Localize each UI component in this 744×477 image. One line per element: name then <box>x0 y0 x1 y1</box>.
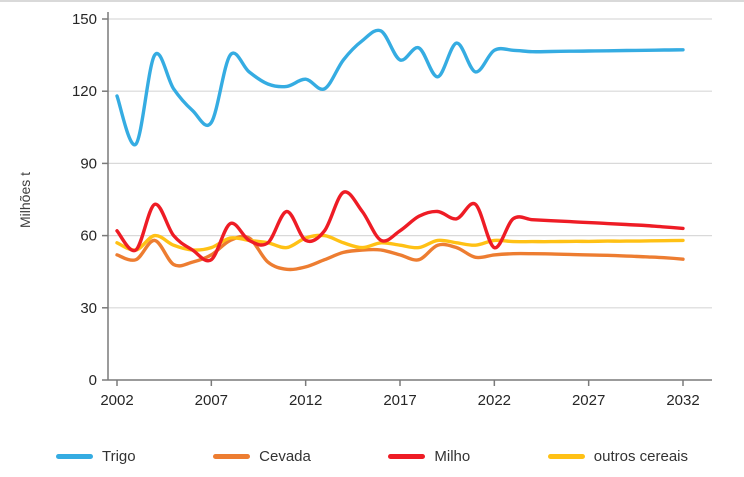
legend-label-outros-cereais: outros cereais <box>593 448 688 465</box>
legend-swatch-milho <box>388 454 426 459</box>
y-tick-label-150: 150 <box>72 11 97 28</box>
y-tick-label-30: 30 <box>80 300 97 317</box>
y-tick-label-0: 0 <box>89 372 97 389</box>
series-line-trigo <box>115 28 685 147</box>
legend-item-milho: Milho <box>388 448 470 465</box>
x-tick-label-2027: 2027 <box>572 392 605 409</box>
y-tick-label-90: 90 <box>80 155 97 172</box>
x-tick-label-2002: 2002 <box>100 392 133 409</box>
x-tick-label-2007: 2007 <box>195 392 228 409</box>
legend-swatch-trigo <box>56 454 93 459</box>
y-axis-title: Milhões t <box>17 172 33 228</box>
x-tick-label-2012: 2012 <box>289 392 322 409</box>
series-line-cevada <box>115 234 685 272</box>
legend-item-cevada: Cevada <box>213 448 311 465</box>
y-tick-label-60: 60 <box>80 228 97 245</box>
legend-swatch-cevada <box>213 454 251 459</box>
y-tick-label-120: 120 <box>72 83 97 100</box>
legend-label-milho: Milho <box>434 448 471 465</box>
line-chart-canvas: Milhões t 0 30 60 90 120 150 2002 2007 2012 2017 2… <box>17 11 712 409</box>
x-tick-label-2032: 2032 <box>666 392 699 409</box>
legend-item-trigo: Trigo <box>56 448 136 465</box>
x-tick-label-2017: 2017 <box>383 392 416 409</box>
legend-label-trigo: Trigo <box>102 448 136 465</box>
legend-item-outros-cereais: outros cereais <box>547 448 688 465</box>
legend-swatch-outros-cereais <box>547 454 585 459</box>
series-line-outros-cereais <box>115 233 685 252</box>
series-line-milho <box>115 190 685 263</box>
legend-label-cevada: Cevada <box>259 448 311 465</box>
chart-legend: Trigo Cevada Milho outros cereais <box>0 448 744 465</box>
x-tick-label-2022: 2022 <box>478 392 511 409</box>
